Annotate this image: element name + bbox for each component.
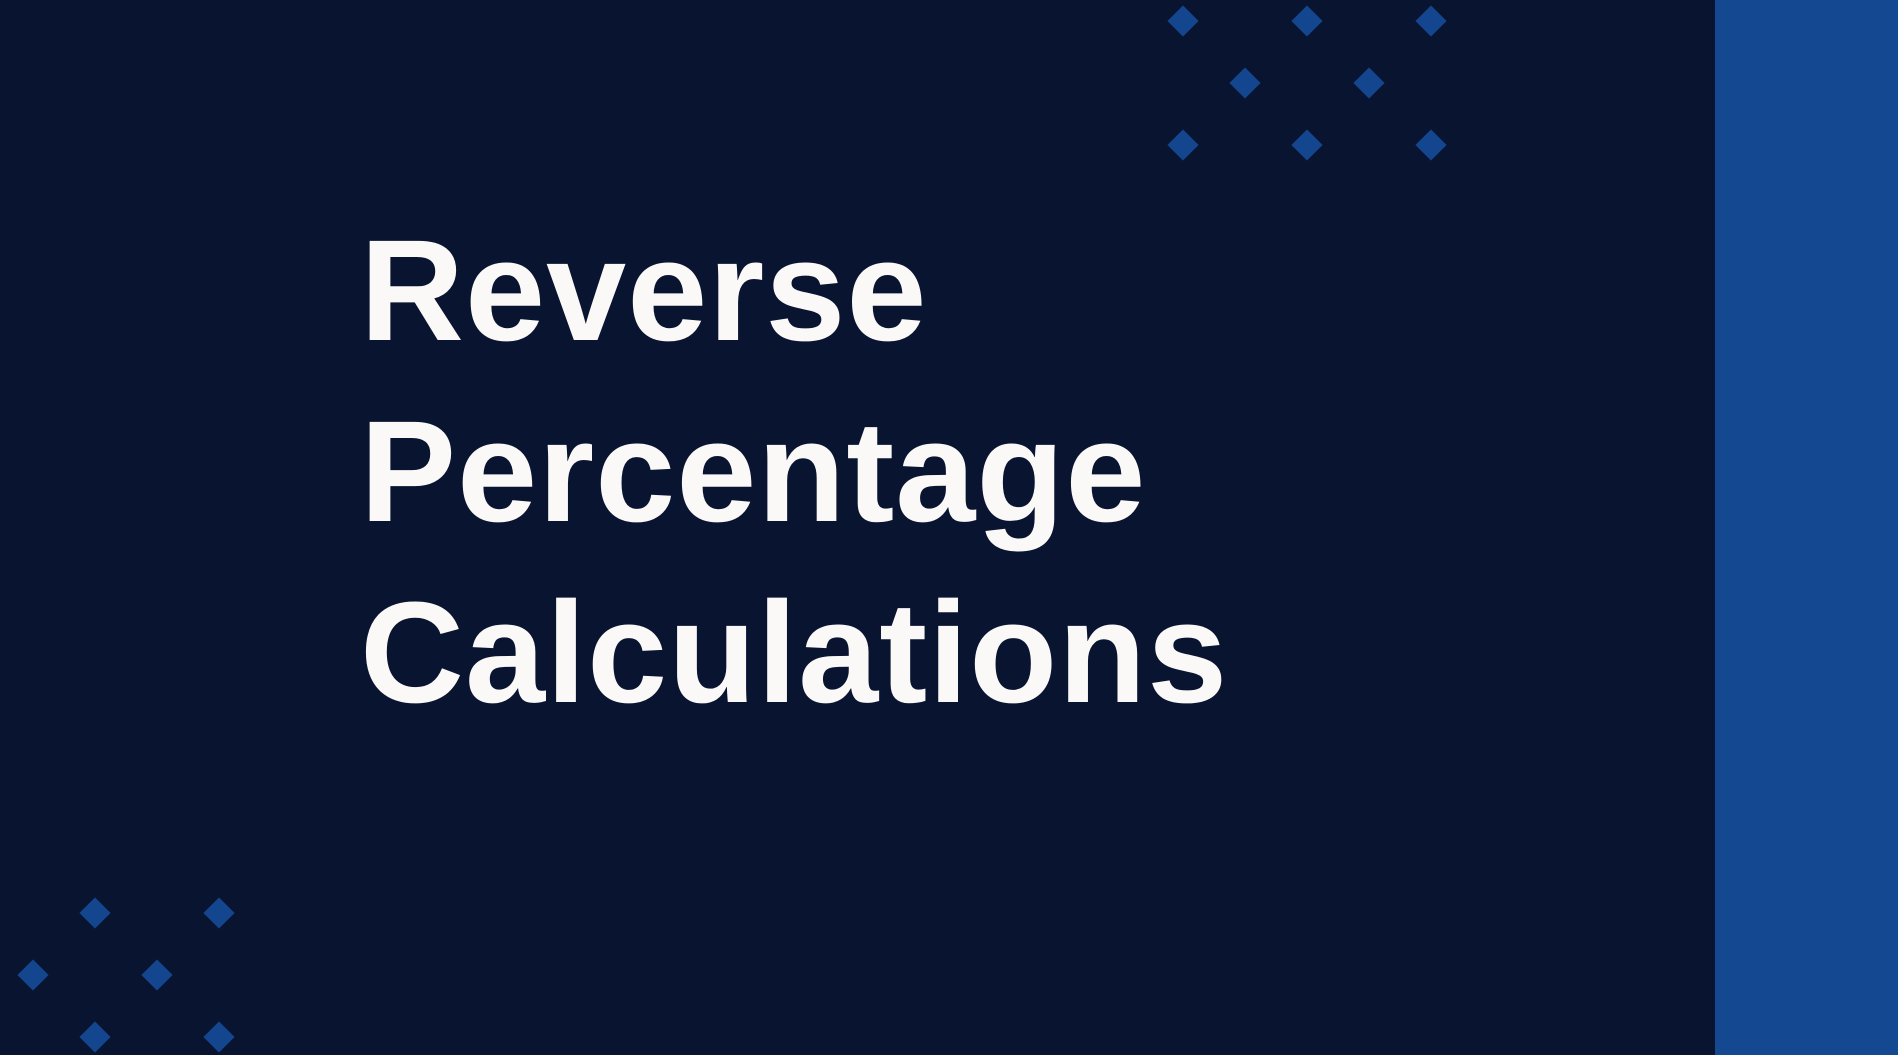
diamond-icon <box>17 959 49 991</box>
title-line-3: Calculations <box>360 572 1229 733</box>
diamond-icon <box>1167 5 1199 37</box>
diamond-icon <box>1353 67 1385 99</box>
diamond-icon <box>1167 129 1199 161</box>
slide-title: Reverse Percentage Calculations <box>360 200 1228 743</box>
side-accent-bar <box>1715 0 1898 1055</box>
diamond-icon <box>1291 5 1323 37</box>
diamond-icon <box>1229 67 1261 99</box>
diamond-icon <box>79 1021 111 1053</box>
diamond-icon <box>1291 129 1323 161</box>
title-line-2: Percentage <box>360 391 1147 552</box>
diamond-icon <box>1415 5 1447 37</box>
diamond-icon <box>79 897 111 929</box>
diamond-icon <box>141 959 173 991</box>
diamond-icon <box>203 1021 235 1053</box>
diamond-icon <box>1415 129 1447 161</box>
diamond-icon <box>203 897 235 929</box>
title-line-1: Reverse <box>360 210 928 371</box>
